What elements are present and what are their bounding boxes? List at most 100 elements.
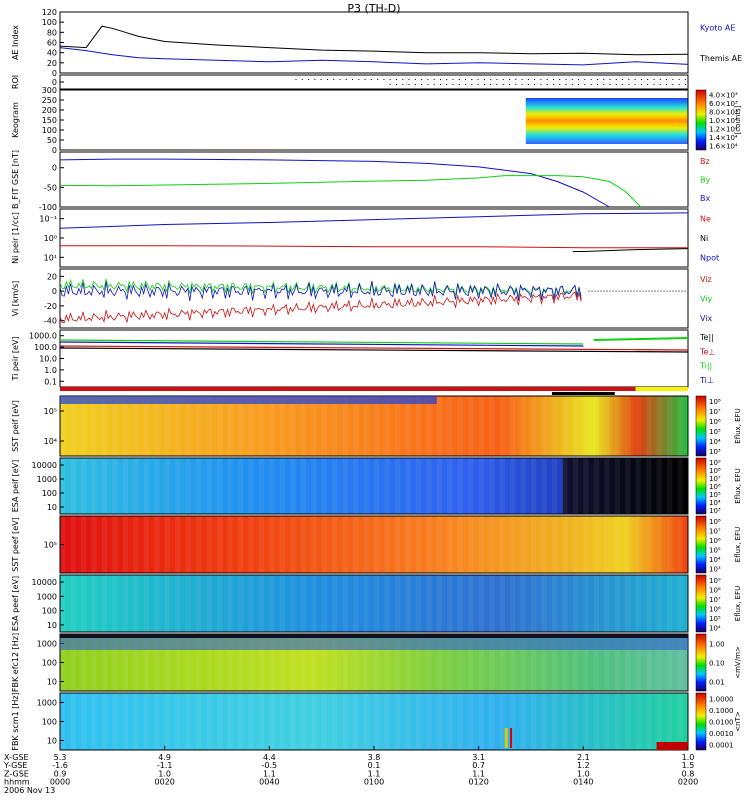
sst1-ylabel: SST peif [eV]	[11, 400, 20, 452]
sst1-heatmap	[60, 396, 688, 456]
sst2-cbar-tick: 10⁷	[709, 527, 721, 535]
temperature-legend-0: Te||	[699, 333, 714, 342]
temperature-ytick-label: 100.0	[34, 343, 57, 352]
bfgm-ylabel: B_FIT GSE [nT]	[11, 150, 20, 209]
xaxis-tick-value: 1.2	[577, 761, 590, 770]
fbk2-ytick-label: 100	[42, 718, 57, 727]
velocity-ytick-label: 20	[47, 272, 57, 281]
keogram-ytick-label: 50	[47, 136, 57, 145]
xaxis-tick-value: 1.0	[682, 753, 695, 762]
esa1-cbar-tick: 10⁴	[709, 499, 721, 507]
xaxis-tick-value: -1.1	[157, 761, 173, 770]
sst1-cbar-tick: 10⁵	[709, 428, 721, 436]
keogram-cbar-tick: 1.0×10⁴	[709, 117, 738, 125]
ae-ylabel: AE Index	[11, 25, 20, 60]
sst2-cbar-tick: 10⁵	[709, 546, 721, 554]
fbk2-heatmap	[60, 693, 688, 750]
esa1-ytick-label: 100	[42, 489, 57, 498]
panel-roi: 0 ROI	[11, 74, 689, 90]
density-legend-2: Npot	[700, 253, 719, 262]
xaxis-tick-value: 2.1	[577, 753, 590, 762]
panel-velocity: -40 -20 0 20 Vi [km/s] Viz Viy Vix	[11, 268, 713, 329]
sst2-cbar-tick: 10⁸	[709, 518, 721, 526]
xaxis-tick-value: 1.1	[472, 769, 485, 778]
esa1-cbar-tick: 10⁵	[709, 491, 721, 499]
panel-temperature: 1000.0 100.0 10.0 1.0 0.1 Ti peir [eV] Te|| Te⊥…	[11, 329, 715, 388]
ae-ytick-label: 20	[47, 59, 57, 68]
xaxis-tick-value: 0140	[573, 778, 593, 787]
fbk1-cbar-tick: 1.00	[709, 641, 725, 649]
temperature-ytick-label: 1000.0	[29, 332, 57, 341]
sst1-ytick-label: 10⁵	[44, 407, 57, 416]
esa2-cbar-label: Eflux, EFU	[734, 586, 742, 621]
velocity-legend-1: Viy	[700, 295, 713, 304]
fbk2-cbar-tick: 0.1000	[709, 707, 734, 715]
sst2-cbar-tick: 10⁴	[709, 556, 721, 564]
sst2-heatmap	[60, 516, 688, 573]
roi-ylabel: ROI	[11, 75, 20, 89]
xaxis-tick-value: 0.9	[54, 769, 67, 778]
bfgm-series-by	[59, 175, 642, 208]
fbk2-colorbar	[695, 692, 707, 751]
esa2-colorbar	[695, 574, 707, 633]
sst2-ylabel: SST peef [eV]	[11, 517, 20, 572]
status-bar-red	[60, 387, 636, 391]
xaxis-tick-value: 4.4	[263, 753, 276, 762]
panel-fbk2: 1000 100 10 FBK scm1 [Hz] 1.0000 0.1000 0.0100…	[11, 692, 742, 750]
panel-bfgm: -100 -50 0 B_FIT GSE [nT] Bz By Bx	[11, 150, 710, 212]
esa1-colorbar	[695, 457, 707, 515]
keogram-ytick-label: 200	[42, 106, 57, 115]
status-bar-yellow	[635, 387, 688, 391]
temperature-ytick-label: 10.0	[39, 355, 57, 364]
ae-ytick-label: 120	[42, 8, 57, 17]
sst2-colorbar	[695, 515, 707, 574]
esa2-cbar-tick: 10⁴	[709, 624, 721, 632]
xaxis-tick-value: 0.8	[682, 769, 695, 778]
keogram-cbar-label: [counts]	[734, 105, 742, 134]
sst1-ytick-label: 10⁴	[44, 437, 57, 446]
ae-ytick-label: 100	[42, 18, 57, 27]
xaxis-row-label: Z-GSE	[4, 769, 29, 778]
esa2-ytick-label: 10	[47, 621, 57, 630]
fbk1-ylabel: FBK efc12 [Hz]	[11, 633, 20, 692]
velocity-legend-2: Vix	[700, 314, 713, 323]
fbk2-cbar-tick: 1.0000	[709, 696, 734, 704]
keogram-cbar-tick: 1.2×10⁴	[709, 126, 738, 134]
esa1-frame	[59, 457, 689, 515]
sst1-cbar-tick: 10³	[709, 448, 721, 456]
xaxis-tick-value: 1.1	[368, 769, 381, 778]
xaxis-tick-value: -1.6	[52, 761, 68, 770]
keogram-ytick-label: 100	[42, 126, 57, 135]
bfgm-ytick-label: -100	[39, 203, 57, 212]
fbk1-ytick-label: 1000	[37, 640, 57, 649]
keogram-ylabel: Keogram	[11, 102, 20, 138]
bfgm-legend-0: Bz	[700, 157, 710, 166]
sst2-cbar-label: Eflux, EFU	[734, 527, 742, 562]
density-series-ne	[60, 245, 688, 249]
fbk1-ytick-label: 100	[42, 659, 57, 668]
esa1-heatmap	[60, 458, 688, 514]
ae-ytick-label: 40	[47, 49, 57, 58]
sst1-cbar-label: Eflux, EFU	[734, 408, 742, 443]
sst2-cbar-tick: 10³	[709, 565, 721, 573]
esa2-frame	[59, 574, 689, 633]
esa2-cbar-tick: 10⁷	[709, 596, 721, 604]
esa2-ytick-label: 1000	[37, 592, 57, 601]
fbk2-cbar-tick: 0.0100	[709, 719, 734, 727]
velocity-frame	[59, 268, 689, 329]
roi-frame	[59, 74, 689, 90]
keogram-cbar-tick: 8.0×10³	[709, 108, 738, 116]
keogram-cbar-tick: 6.0×10³	[709, 100, 738, 108]
esa1-cbar-tick: 10⁷	[709, 475, 721, 483]
esa2-cbar-tick: 10⁹	[709, 577, 721, 585]
esa2-cbar-tick: 10⁶	[709, 605, 721, 613]
fbk1-colorbar	[695, 633, 707, 692]
xaxis-tick-value: 0040	[259, 778, 279, 787]
esa2-cbar-tick: 10⁸	[709, 586, 721, 594]
ae-series-kyoto-ae	[59, 47, 689, 66]
xaxis-tick-value: 0.7	[472, 761, 485, 770]
bfgm-legend-2: Bx	[700, 194, 710, 203]
